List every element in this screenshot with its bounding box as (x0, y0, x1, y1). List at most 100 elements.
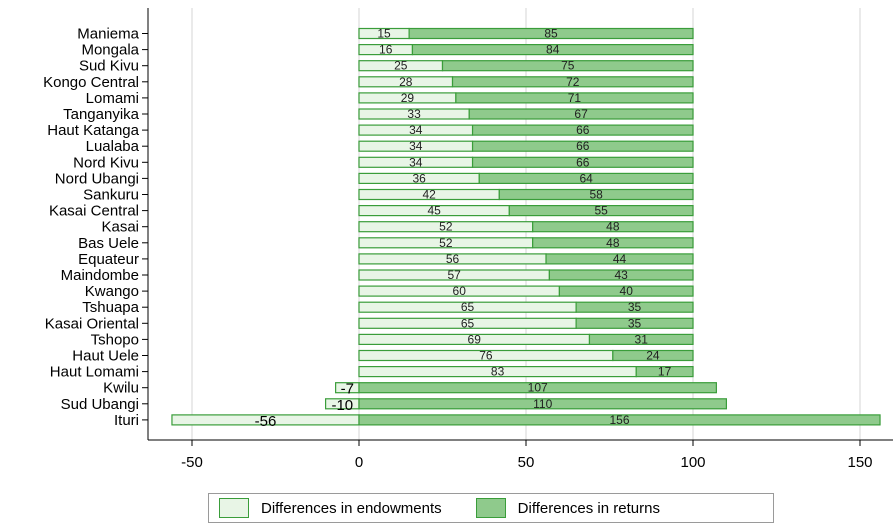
category-label-sud-kivu: Sud Kivu (79, 58, 139, 75)
bar-returns-tanganyika (468, 108, 694, 120)
value-label-returns-bas-uele: 48 (606, 236, 620, 250)
value-label-endowments-mongala: 16 (379, 43, 393, 57)
value-label-returns-mongala: 84 (546, 43, 560, 57)
category-label-equateur: Equateur (78, 251, 139, 268)
legend: Differences in endowments Differences in… (208, 493, 774, 523)
legend-swatch-returns (475, 498, 506, 518)
value-label-endowments-sud-ubangi: -10 (331, 397, 353, 414)
bar-returns-haut-lomami (635, 366, 694, 378)
value-label-returns-nord-ubangi: 64 (579, 171, 593, 185)
value-label-endowments-kasai: 52 (439, 220, 453, 234)
value-label-endowments-equateur: 56 (446, 252, 460, 266)
value-label-returns-maindombe: 43 (615, 268, 629, 282)
value-label-endowments-lualaba: 34 (409, 139, 423, 153)
value-label-returns-kwango: 40 (620, 284, 634, 298)
bar-returns-tshuapa (575, 301, 694, 313)
value-label-returns-tanganyika: 67 (574, 107, 588, 121)
value-label-endowments-nord-ubangi: 36 (412, 171, 426, 185)
category-label-maniema: Maniema (77, 26, 139, 43)
x-tick-label-100: 100 (680, 454, 705, 471)
value-label-returns-kwilu: 107 (528, 381, 548, 395)
category-label-tshopo: Tshopo (91, 331, 139, 348)
bar-returns-kongo-central (451, 76, 694, 88)
value-label-endowments-kongo-central: 28 (399, 75, 413, 89)
category-label-kwango: Kwango (85, 283, 139, 300)
value-label-returns-tshuapa: 35 (628, 300, 642, 314)
x-tick-label-0: 0 (355, 454, 363, 471)
value-label-endowments-kwilu: -7 (341, 381, 354, 398)
value-label-returns-nord-kivu: 66 (576, 155, 590, 169)
value-label-returns-haut-uele: 24 (646, 349, 660, 363)
bar-returns-tshopo (588, 333, 694, 345)
category-label-sud-ubangi: Sud Ubangi (61, 396, 139, 413)
value-label-returns-kasai: 48 (606, 220, 620, 234)
value-label-returns-tshopo: 31 (635, 332, 649, 346)
x-tick-label--50: -50 (181, 454, 203, 471)
value-label-returns-kasai-oriental: 35 (628, 316, 642, 330)
value-label-endowments-kasai-central: 45 (427, 204, 441, 218)
category-label-ituri: Ituri (114, 412, 139, 429)
category-label-lomami: Lomami (86, 90, 139, 107)
legend-item-returns: Differences in returns (475, 498, 660, 518)
value-label-endowments-haut-lomami: 83 (491, 365, 505, 379)
category-label-lualaba: Lualaba (86, 138, 140, 155)
value-label-endowments-lomami: 29 (401, 91, 415, 105)
legend-label-endowments: Differences in endowments (261, 499, 442, 517)
bar-returns-mongala (411, 43, 694, 56)
bar-returns-equateur (545, 253, 694, 265)
value-label-endowments-nord-kivu: 34 (409, 155, 423, 169)
category-label-sankuru: Sankuru (83, 187, 139, 204)
value-label-returns-kongo-central: 72 (566, 75, 580, 89)
value-label-returns-lualaba: 66 (576, 139, 590, 153)
value-label-returns-sud-ubangi: 110 (533, 397, 552, 411)
value-label-endowments-maniema: 15 (377, 27, 391, 41)
value-label-returns-maniema: 85 (544, 27, 558, 41)
legend-swatch-endowments (219, 498, 249, 518)
category-label-maindombe: Maindombe (61, 267, 139, 284)
bar-returns-sud-ubangi (358, 398, 727, 410)
value-label-endowments-sankuru: 42 (422, 188, 436, 202)
category-label-tanganyika: Tanganyika (63, 106, 140, 123)
bar-returns-kasai (532, 221, 694, 233)
value-label-endowments-kwango: 60 (453, 284, 467, 298)
value-label-returns-lomami: 71 (568, 91, 582, 105)
bar-returns-maindombe (548, 269, 694, 281)
value-label-endowments-tanganyika: 33 (407, 107, 421, 121)
bar-returns-haut-uele (612, 349, 694, 362)
category-label-kongo-central: Kongo Central (43, 74, 139, 91)
bar-returns-nord-kivu (471, 156, 694, 168)
bar-chart: -50 0 50 100 150 Maniema 15 85 Mongala 16 84 Sud Ki… (43, 8, 893, 471)
bar-returns-sud-kivu (441, 60, 694, 72)
value-label-returns-kasai-central: 55 (594, 204, 608, 218)
bar-returns-maniema (408, 27, 694, 40)
bar-returns-kasai-oriental (575, 317, 694, 329)
value-label-endowments-maindombe: 57 (448, 268, 462, 282)
legend-item-endowments: Differences in endowments (219, 498, 442, 518)
bar-returns-lualaba (471, 140, 694, 152)
value-label-endowments-kasai-oriental: 65 (461, 316, 475, 330)
value-label-endowments-haut-katanga: 34 (409, 123, 423, 137)
value-label-endowments-sud-kivu: 25 (394, 59, 408, 73)
bar-returns-bas-uele (532, 237, 694, 249)
bar-returns-kwilu (358, 382, 717, 394)
category-label-mongala: Mongala (81, 42, 139, 59)
value-label-returns-haut-lomami: 17 (658, 365, 672, 379)
category-label-haut-lomami: Haut Lomami (50, 364, 139, 381)
category-label-kwilu: Kwilu (103, 380, 139, 397)
bar-returns-nord-ubangi (478, 172, 694, 184)
category-label-nord-ubangi: Nord Ubangi (55, 170, 139, 187)
category-label-haut-katanga: Haut Katanga (47, 122, 139, 139)
value-label-returns-equateur: 44 (613, 252, 627, 266)
x-tick-label-50: 50 (518, 454, 535, 471)
category-label-tshuapa: Tshuapa (82, 299, 139, 316)
category-label-kasai-central: Kasai Central (49, 203, 139, 220)
category-label-nord-kivu: Nord Kivu (73, 154, 139, 171)
value-label-endowments-haut-uele: 76 (479, 349, 493, 363)
value-label-returns-sud-kivu: 75 (561, 59, 575, 73)
bar-returns-sankuru (498, 188, 694, 201)
x-tick-label-150: 150 (847, 454, 872, 471)
category-label-bas-uele: Bas Uele (78, 235, 139, 252)
value-label-returns-haut-katanga: 66 (576, 123, 590, 137)
value-label-endowments-ituri: -56 (255, 413, 277, 430)
value-label-returns-ituri: 156 (610, 413, 630, 427)
